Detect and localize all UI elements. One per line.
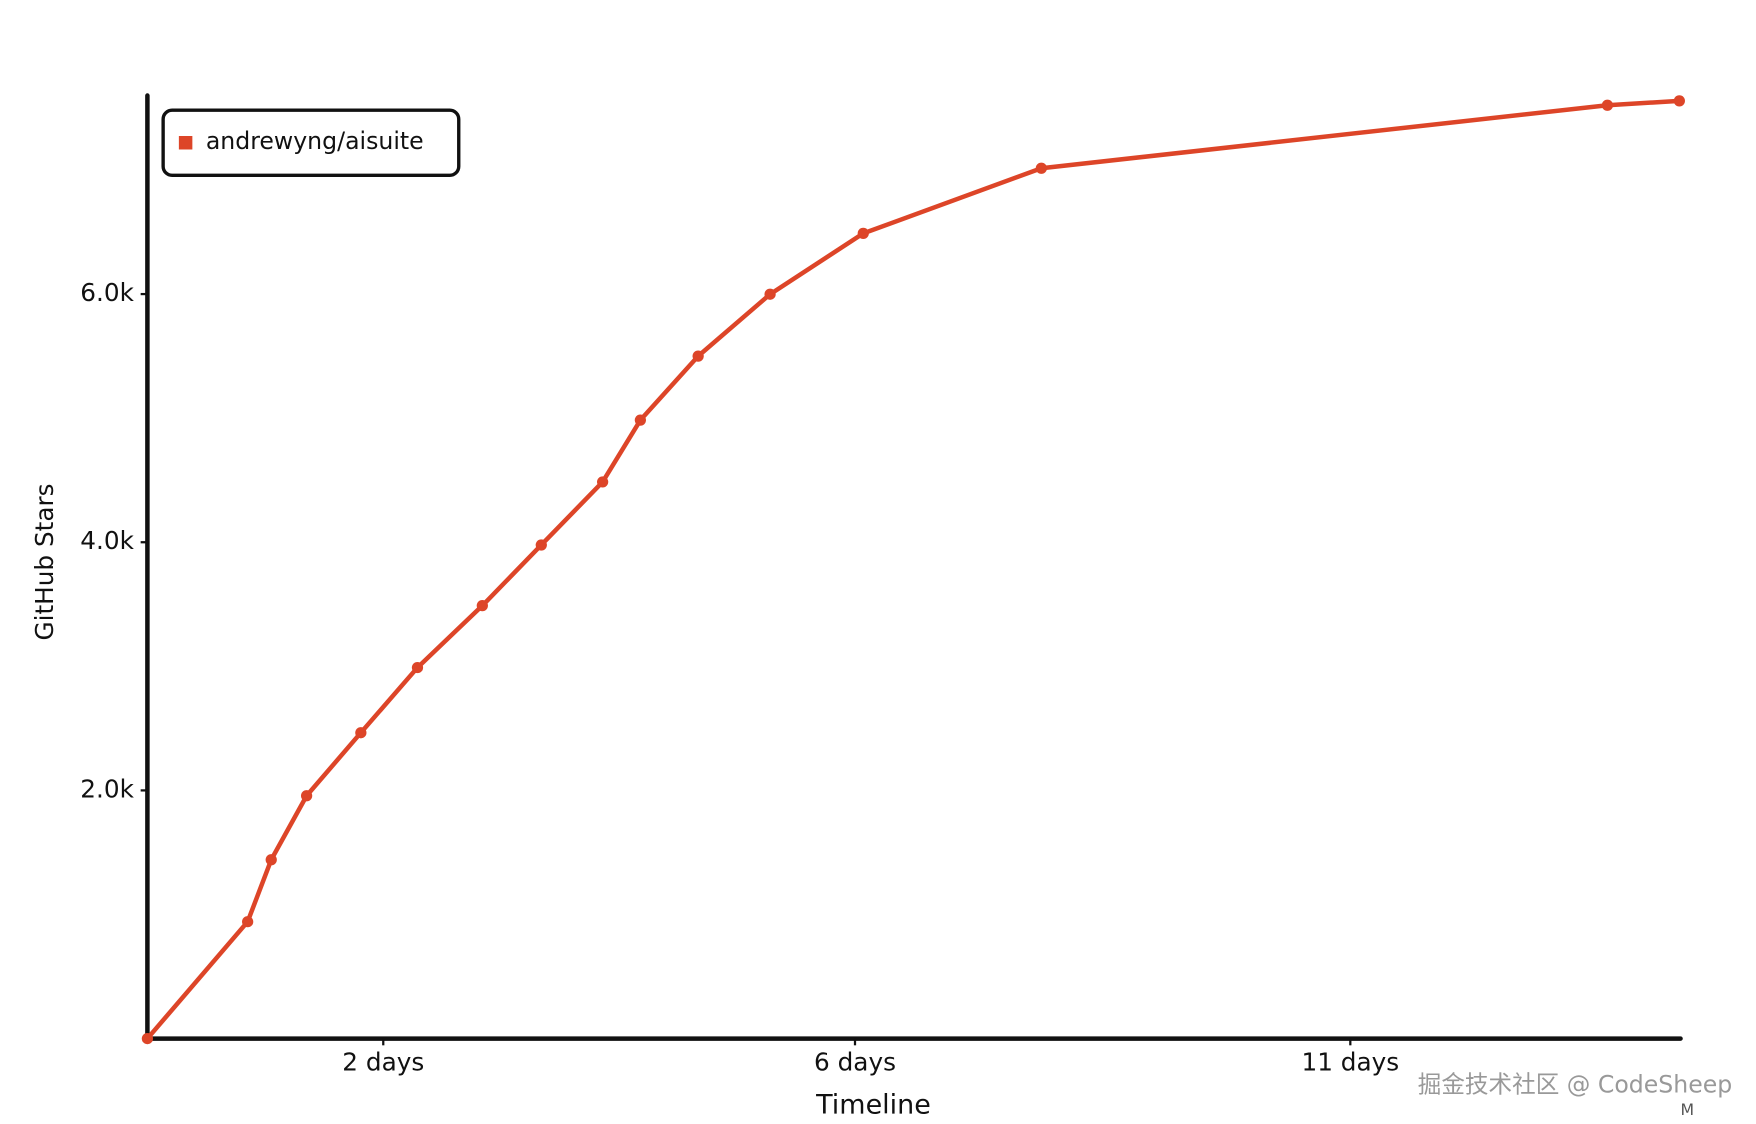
data-point bbox=[857, 227, 869, 240]
data-point bbox=[300, 790, 313, 802]
data-point bbox=[355, 727, 367, 739]
legend-label: andrewyng/aisuite bbox=[206, 127, 424, 155]
data-point bbox=[597, 476, 609, 488]
data-point bbox=[1601, 99, 1614, 111]
y-tick-label: 2.0k bbox=[80, 774, 134, 803]
watermark: 掘金技术社区 @ CodeSheep bbox=[1418, 1070, 1733, 1098]
corner-mark: M bbox=[1680, 1100, 1694, 1119]
data-point bbox=[535, 539, 547, 551]
y-tick-label: 4.0k bbox=[80, 526, 134, 555]
data-point bbox=[476, 600, 488, 612]
data-point bbox=[1035, 162, 1047, 174]
x-axis-label: Timeline bbox=[815, 1090, 931, 1121]
data-point bbox=[1673, 95, 1685, 107]
x-tick-label: 11 days bbox=[1301, 1047, 1399, 1076]
data-point bbox=[692, 350, 704, 362]
legend-swatch bbox=[178, 136, 193, 150]
y-axis-label: GitHub Stars bbox=[30, 483, 59, 640]
x-tick-label: 6 days bbox=[814, 1047, 896, 1076]
data-point bbox=[764, 288, 776, 300]
legend-box bbox=[161, 108, 461, 178]
data-point bbox=[141, 1032, 154, 1045]
data-point bbox=[411, 661, 424, 674]
series-line bbox=[145, 98, 1682, 1041]
data-point bbox=[634, 414, 646, 426]
y-tick-label: 6.0k bbox=[80, 278, 134, 307]
x-tick-label: 2 days bbox=[342, 1047, 424, 1076]
data-point bbox=[265, 854, 277, 866]
data-point bbox=[242, 916, 254, 928]
